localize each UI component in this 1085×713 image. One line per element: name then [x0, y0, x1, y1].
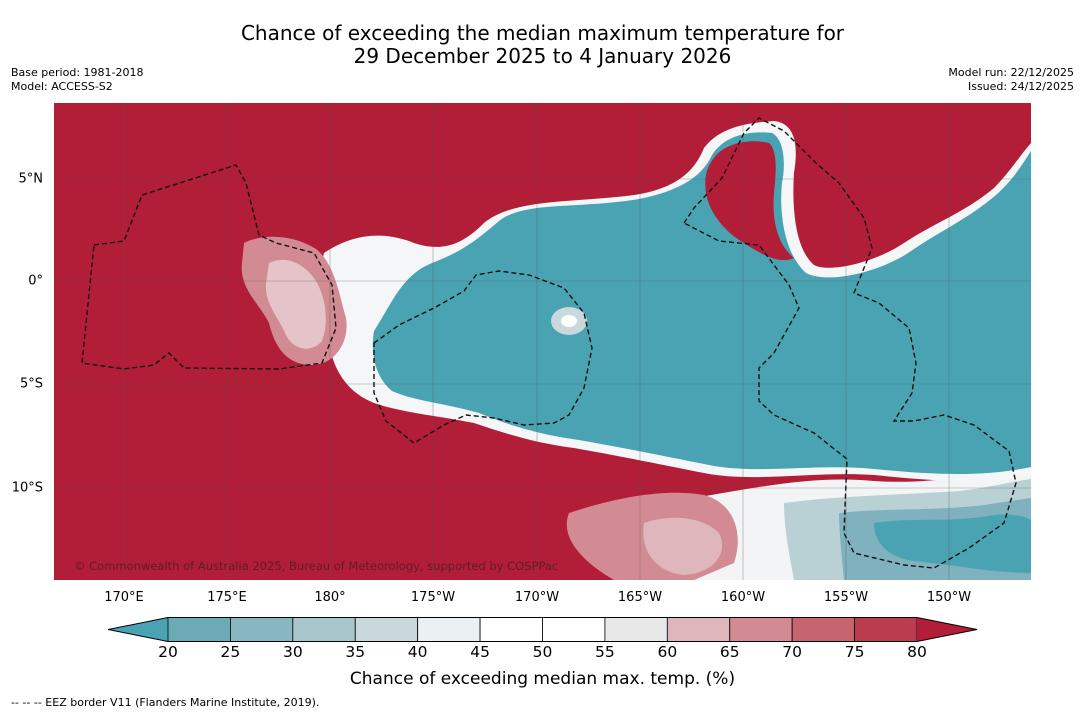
copyright-notice: © Commonwealth of Australia 2025, Bureau…: [74, 559, 559, 573]
graticule: [54, 103, 1031, 580]
chart-title: Chance of exceeding the median maximum t…: [0, 22, 1085, 68]
lat-label-5n: 5°N: [18, 171, 44, 187]
lat-label-0: 0°: [28, 273, 43, 289]
southern-pink-light: [643, 517, 723, 575]
southern-teal-patch: [874, 514, 1031, 573]
northern-red-hook: [705, 141, 794, 261]
lat-label-5s: 5°S: [19, 376, 43, 392]
base-period: Base period: 1981-2018: [11, 66, 144, 79]
colorbar-segment: [417, 617, 481, 642]
colorbar-tick-label: 30: [282, 643, 303, 661]
cool-anomaly-region: [372, 132, 1031, 474]
colorbar-tick-label: 40: [407, 643, 428, 661]
model-name: Model: ACCESS-S2: [11, 80, 113, 93]
colorbar-segment: [854, 617, 918, 642]
title-line-1: Chance of exceeding the median maximum t…: [240, 21, 845, 45]
colorbar-segment: [791, 617, 855, 642]
lon-label-165w: 165°W: [617, 590, 663, 605]
map-svg: [54, 103, 1031, 580]
colorbar: [108, 617, 978, 642]
colorbar-tick-label: 80: [907, 643, 927, 661]
colorbar-tick-label: 25: [220, 643, 241, 661]
colorbar-segments: [108, 617, 977, 642]
lon-label-175e: 175°E: [207, 590, 247, 605]
map-panel[interactable]: © Commonwealth of Australia 2025, Bureau…: [54, 103, 1031, 580]
lon-label-155w: 155°W: [823, 590, 869, 605]
colorbar-title: Chance of exceeding median max. temp. (%…: [349, 669, 736, 689]
title-line-2: 29 December 2025 to 4 January 2026: [353, 44, 732, 68]
colorbar-tick-label: 75: [844, 643, 865, 661]
meta-left: Base period: 1981-2018 Model: ACCESS-S2: [11, 66, 143, 94]
colorbar-extend-low: [108, 617, 168, 642]
lon-label-180: 180°: [314, 590, 346, 605]
model-run: Model run: 22/12/2025: [948, 66, 1074, 79]
colorbar-tick-label: 35: [345, 643, 366, 661]
colorbar-segment: [542, 617, 606, 642]
colorbar-segment: [604, 617, 668, 642]
colorbar-tick-label: 20: [158, 643, 178, 661]
colorbar-tick-label: 50: [532, 643, 553, 661]
colorbar-extend-high: [917, 617, 977, 642]
colorbar-tick-label: 60: [657, 643, 678, 661]
colorbar-segment: [292, 617, 356, 642]
western-pink-core: [265, 259, 326, 349]
lon-label-175w: 175°W: [410, 590, 456, 605]
colorbar-tick-label: 45: [470, 643, 490, 661]
eez-borders: [81, 117, 1017, 569]
colorbar-segment: [230, 617, 294, 642]
lon-label-150w: 150°W: [926, 590, 972, 605]
colorbar-tick-label: 65: [719, 643, 740, 661]
lon-label-170e: 170°E: [104, 590, 144, 605]
eez-legend: -- -- -- EEZ border V11 (Flanders Marine…: [11, 696, 320, 709]
issued-date: Issued: 24/12/2025: [967, 80, 1074, 93]
colorbar-tick-label: 55: [595, 643, 615, 661]
colorbar-tick-label: 70: [782, 643, 803, 661]
colorbar-segment: [479, 617, 543, 642]
lon-label-170w: 170°W: [514, 590, 560, 605]
colorbar-segment: [729, 617, 793, 642]
meta-right: Model run: 22/12/2025 Issued: 24/12/2025: [948, 66, 1074, 94]
colorbar-segment: [666, 617, 731, 642]
lat-label-10s: 10°S: [11, 480, 43, 496]
colorbar-segment: [167, 617, 231, 642]
lon-label-160w: 160°W: [720, 590, 766, 605]
colorbar-segment: [354, 617, 419, 642]
light-patch-core: [561, 315, 577, 327]
